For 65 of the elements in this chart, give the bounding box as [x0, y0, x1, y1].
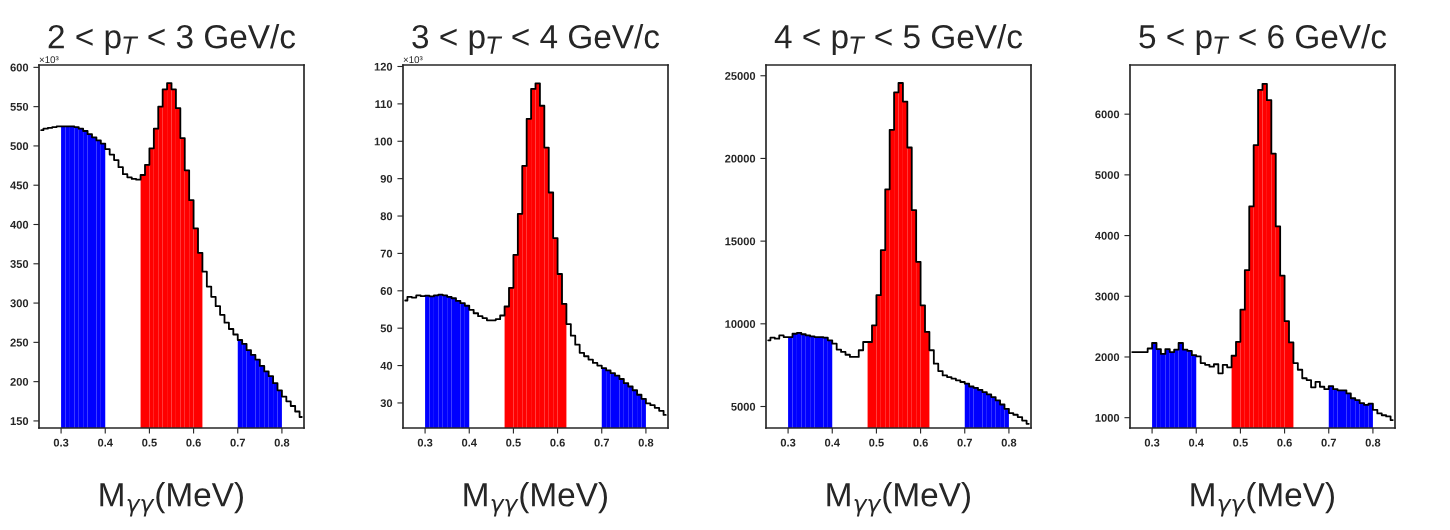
y-tick-label: 300 [10, 299, 29, 308]
x-tick-label: 0.5 [1233, 438, 1248, 447]
y-tick-label: 120 [374, 62, 393, 71]
x-tick-label: 0.5 [142, 438, 157, 447]
y-tick-label: 3000 [1095, 292, 1120, 301]
x-tick-label: 0.5 [869, 438, 884, 447]
x-tick-label: 0.4 [97, 438, 113, 447]
y-tick-label: 200 [10, 377, 29, 386]
y-tick-label: 450 [10, 181, 29, 190]
x-tick-label: 0.7 [230, 438, 245, 447]
x-tick-label: 0.3 [1144, 438, 1160, 447]
x-tick-label: 0.4 [461, 438, 477, 447]
x-tick-label: 0.7 [594, 438, 609, 447]
x-tick-label: 0.8 [274, 438, 290, 447]
x-tick-label: 0.7 [1321, 438, 1336, 447]
y-tick-label: 600 [10, 63, 29, 72]
y-tick-label: 90 [380, 174, 393, 183]
y-tick-label: 5000 [1095, 171, 1120, 180]
x-axis-title: M$_{γγ}$(MeV) [100, 482, 243, 517]
y-tick-label: 400 [10, 220, 29, 229]
y-tick-label: 15000 [725, 237, 756, 246]
x-tick-label: 0.7 [957, 438, 972, 447]
y-tick-label: 10000 [725, 320, 756, 328]
x-tick-label: 0.6 [1277, 438, 1292, 447]
y-tick-label: 2000 [1095, 353, 1120, 362]
y-tick-label: 1000 [1095, 413, 1120, 422]
x-tick-label: 0.4 [824, 438, 840, 447]
y-tick-label: 6000 [1095, 110, 1120, 119]
y-tick-label: 500 [10, 142, 29, 151]
x-tick-label: 0.8 [638, 438, 654, 447]
y-tick-label: 80 [380, 212, 393, 221]
y-tick-label: 5000 [731, 402, 756, 411]
x-tick-label: 0.3 [417, 438, 433, 447]
x-tick-label: 0.6 [186, 438, 201, 447]
y-tick-label: 150 [10, 417, 29, 426]
x-tick-label: 0.5 [506, 438, 521, 447]
y-tick-label: 100 [374, 137, 393, 146]
x-tick-label: 0.8 [1001, 438, 1017, 447]
y-tick-label: 70 [380, 249, 393, 258]
x-tick-label: 0.3 [780, 438, 796, 447]
y-tick-label: 350 [10, 260, 29, 268]
x-axis-title: M$_{γγ}$(MeV) [827, 482, 970, 517]
y-tick-label: 110 [375, 100, 393, 109]
chart-title: 2 < p$_{T}$ < 3 GeV/c [48, 24, 296, 56]
x-tick-label: 0.8 [1365, 438, 1381, 447]
y-tick-label: 4000 [1095, 231, 1120, 240]
y-tick-label: 50 [380, 324, 393, 333]
y-tick-label: 20000 [725, 154, 756, 163]
chart-title: 5 < p$_{T}$ < 6 GeV/c [1139, 24, 1387, 56]
x-tick-label: 0.6 [913, 438, 928, 447]
x-axis-title: M$_{γγ}$(MeV) [1191, 482, 1334, 517]
chart-title: 4 < p$_{T}$ < 5 GeV/c [774, 24, 1023, 56]
y-tick-label: 250 [10, 338, 29, 347]
y-tick-label: 40 [380, 361, 393, 370]
x-axis-title: M$_{γγ}$(MeV) [464, 482, 607, 517]
y-tick-label: 550 [10, 102, 29, 111]
x-tick-label: 0.4 [1188, 438, 1204, 447]
text: ×10³ [403, 56, 423, 64]
chart-title: 3 < p$_{T}$ < 4 GeV/c [412, 24, 660, 56]
text: ×10³ [39, 56, 59, 64]
y-tick-label: 30 [380, 399, 393, 408]
y-tick-label: 60 [380, 287, 393, 295]
x-tick-label: 0.6 [550, 438, 565, 447]
x-tick-label: 0.3 [53, 438, 69, 447]
y-tick-label: 25000 [725, 72, 756, 80]
